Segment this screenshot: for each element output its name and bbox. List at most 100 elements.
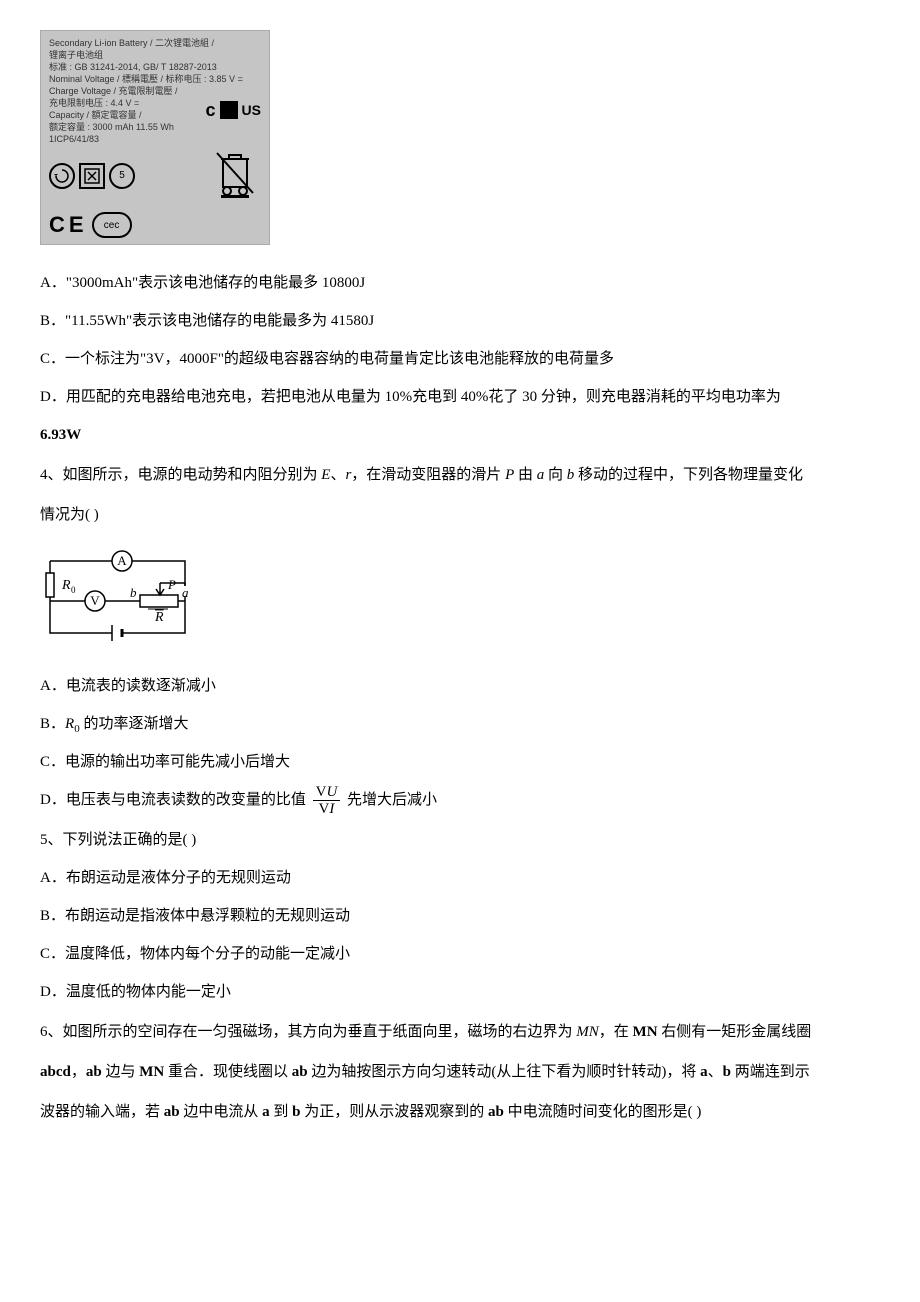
q4-stem-line2: 情况为( ) <box>40 497 880 533</box>
ul-mark-icon: c US <box>206 99 261 121</box>
q5-option-d: D．温度低的物体内能一定小 <box>40 974 880 1010</box>
stem-text: 向 <box>544 467 567 483</box>
stem-text: ，在 <box>599 1024 633 1040</box>
stem-text: 为正，则从示波器观察到的 <box>300 1104 488 1120</box>
q3-option-a: A．"3000mAh"表示该电池储存的电能最多 10800J <box>40 265 880 301</box>
option-text: 的功率逐渐增大 <box>80 716 189 732</box>
stem-text: 两端连到示 <box>731 1064 810 1080</box>
stem-text: 情况为( ) <box>40 507 99 523</box>
option-letter: D． <box>40 389 66 405</box>
battery-icons-row: 5 CE cec <box>49 147 261 238</box>
var-ab: ab <box>164 1104 180 1120</box>
delta-v: V <box>319 801 330 817</box>
fraction: VUVI <box>313 784 341 818</box>
label-line-5: Charge Voltage / 充電限制電壓 / <box>49 85 261 97</box>
delta-v: V <box>316 784 327 800</box>
stem-text: 重合．现使线圈以 <box>164 1064 292 1080</box>
svg-text:R: R <box>61 578 71 593</box>
option-letter: B． <box>40 716 65 732</box>
var-I: I <box>329 801 334 817</box>
stem-text: 、 <box>708 1064 723 1080</box>
q4-option-d: D．电压表与电流表读数的改变量的比值 VUVI 先增大后减小 <box>40 782 880 818</box>
battery-label-figure: Secondary Li-ion Battery / 二次锂電池組 / 锂离子电… <box>40 30 270 245</box>
var-MN: MN <box>139 1064 164 1080</box>
svg-text:b: b <box>130 585 137 600</box>
option-text: 一个标注为"3V，4000F"的超级电容器容纳的电荷量肯定比该电池能释放的电荷量… <box>65 351 614 367</box>
svg-text:a: a <box>182 585 189 600</box>
svg-text:0: 0 <box>71 585 76 595</box>
var-a: a <box>262 1104 270 1120</box>
stem-text: 波器的输入端，若 <box>40 1104 164 1120</box>
var-P: P <box>505 467 514 483</box>
q3-option-b: B．"11.55Wh"表示该电池储存的电能最多为 41580J <box>40 303 880 339</box>
option-text: 用匹配的充电器给电池充电，若把电池从电量为 10%充电到 40%花了 30 分钟… <box>66 389 781 405</box>
q3-option-d-cont: 6.93W <box>40 417 880 453</box>
q4-option-b: B．R0 的功率逐渐增大 <box>40 706 880 742</box>
q6-stem-line2: abcd，ab 边与 MN 重合．现使线圈以 ab 边为轴按图示方向匀速转动(从… <box>40 1054 880 1090</box>
stem-text: 移动的过程中，下列各物理量变化 <box>574 467 803 483</box>
stem-text: 、 <box>330 467 345 483</box>
stem-text: ，在滑动变阻器的滑片 <box>351 467 505 483</box>
label-line-3: 标准 : GB 31241-2014, GB/ T 18287-2013 <box>49 61 261 73</box>
q3-option-d: D．用匹配的充电器给电池充电，若把电池从电量为 10%充电到 40%花了 30 … <box>40 379 880 415</box>
option-letter: B． <box>40 908 65 924</box>
var-abcd: abcd <box>40 1064 71 1080</box>
stem-text: 由 <box>514 467 537 483</box>
var-R: R <box>65 716 74 732</box>
option-text: 电流表的读数逐渐减小 <box>66 678 216 694</box>
var-b: b <box>723 1064 731 1080</box>
stem-text: 4、如图所示，电源的电动势和内阻分别为 <box>40 467 321 483</box>
option-letter: A． <box>40 275 66 291</box>
label-line-2: 锂离子电池组 <box>49 49 261 61</box>
stem-text: 边与 <box>102 1064 140 1080</box>
circuit-diagram: A R 0 V b P a R <box>40 533 880 666</box>
ce-mark-icon: CE <box>49 212 88 238</box>
recycle-icon <box>49 163 75 189</box>
svg-text:V: V <box>90 593 100 608</box>
bin-icon <box>209 147 261 204</box>
cec-icon: cec <box>92 212 132 238</box>
option-letter: A． <box>40 678 66 694</box>
option-text: "3000mAh"表示该电池储存的电能最多 10800J <box>66 275 365 291</box>
stem-text: 中电流随时间变化的图形是( ) <box>504 1104 702 1120</box>
q5-stem: 5、下列说法正确的是( ) <box>40 822 880 858</box>
q6-stem-line1: 6、如图所示的空间存在一匀强磁场，其方向为垂直于纸面向里，磁场的右边界为 MN，… <box>40 1014 880 1050</box>
ul-us-text: US <box>242 102 261 118</box>
label-line-4: Nominal Voltage / 標稱電壓 / 标称电压 : 3.85 V = <box>49 73 261 85</box>
var-MN: MN <box>576 1024 599 1040</box>
option-letter: A． <box>40 870 66 886</box>
q5-option-a: A．布朗运动是液体分子的无规则运动 <box>40 860 880 896</box>
dispose-icon <box>79 163 105 189</box>
q4-option-a: A．电流表的读数逐渐减小 <box>40 668 880 704</box>
option-letter: C． <box>40 946 65 962</box>
option-text: 先增大后减小 <box>343 792 437 808</box>
option-text: 温度低的物体内能一定小 <box>66 984 231 1000</box>
label-line-1: Secondary Li-ion Battery / 二次锂電池組 / <box>49 37 261 49</box>
stem-text: 5、下列说法正确的是( ) <box>40 832 196 848</box>
option-text: 布朗运动是液体分子的无规则运动 <box>66 870 291 886</box>
label-line-9: 1ICP6/41/83 <box>49 133 261 145</box>
q4-option-c: C．电源的输出功率可能先减小后增大 <box>40 744 880 780</box>
stem-text: 边为轴按图示方向匀速转动(从上往下看为顺时针转动)，将 <box>308 1064 701 1080</box>
stem-text: 到 <box>270 1104 293 1120</box>
var-ab: ab <box>488 1104 504 1120</box>
option-text: 6.93W <box>40 427 81 443</box>
var-MN: MN <box>633 1024 658 1040</box>
option-letter: C． <box>40 754 65 770</box>
option-text: 电源的输出功率可能先减小后增大 <box>65 754 290 770</box>
option-letter: B． <box>40 313 65 329</box>
svg-text:R: R <box>154 610 164 625</box>
option-text: 电压表与电流表读数的改变量的比值 <box>66 792 310 808</box>
stem-text: ， <box>71 1064 86 1080</box>
q5-option-b: B．布朗运动是指液体中悬浮颗粒的无规则运动 <box>40 898 880 934</box>
option-text: "11.55Wh"表示该电池储存的电能最多为 41580J <box>65 313 374 329</box>
q3-option-c: C．一个标注为"3V，4000F"的超级电容器容纳的电荷量肯定比该电池能释放的电… <box>40 341 880 377</box>
var-ab: ab <box>86 1064 102 1080</box>
svg-text:P: P <box>167 577 176 592</box>
option-letter: D． <box>40 984 66 1000</box>
q4-stem-line1: 4、如图所示，电源的电动势和内阻分别为 E、r，在滑动变阻器的滑片 P 由 a … <box>40 457 880 493</box>
q5-option-c: C．温度降低，物体内每个分子的动能一定减小 <box>40 936 880 972</box>
var-ab: ab <box>292 1064 308 1080</box>
var-U: U <box>326 784 337 800</box>
label-line-8: 额定容量 : 3000 mAh 11.55 Wh <box>49 121 261 133</box>
